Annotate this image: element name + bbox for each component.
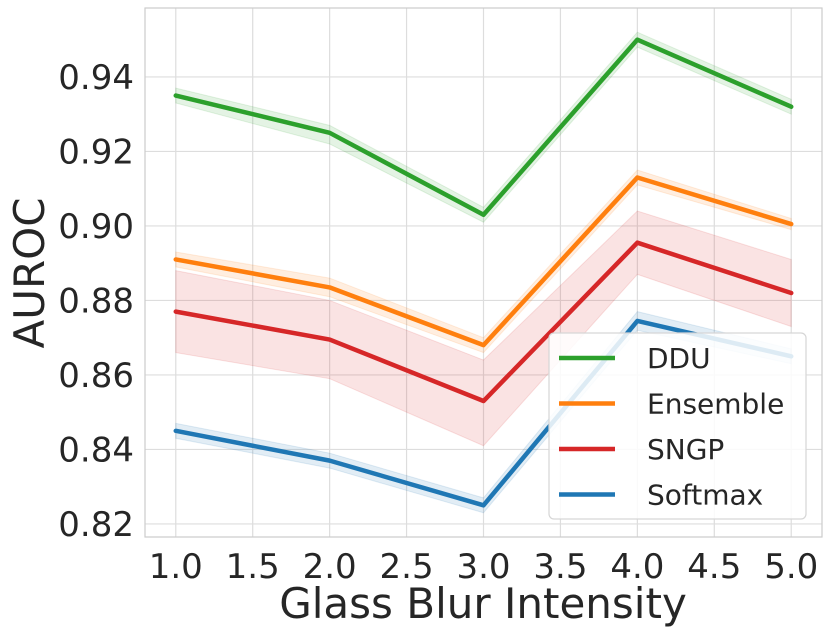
y-tick-label: 0.92 — [58, 132, 134, 172]
ensemble-band — [175, 169, 792, 354]
y-tick-label: 0.82 — [58, 505, 134, 545]
y-tick-label: 0.84 — [58, 430, 134, 470]
ensemble-line — [173, 175, 794, 348]
y-tick-label: 0.90 — [58, 207, 134, 247]
x-tick-label: 2.0 — [303, 547, 357, 587]
sngp-legend-label: SNGP — [647, 433, 724, 466]
x-tick-label: 3.0 — [456, 547, 510, 587]
plot-frame — [144, 7, 823, 538]
x-tick-label: 4.5 — [687, 547, 741, 587]
y-tick-label: 0.86 — [58, 356, 134, 396]
x-tick-label: 3.5 — [533, 547, 587, 587]
grid — [145, 8, 822, 537]
legend: DDU Ensemble SNGP Softmax — [548, 332, 807, 520]
sngp-band — [175, 210, 792, 447]
x-tick-label: 1.0 — [149, 547, 203, 587]
sngp-line — [173, 240, 794, 404]
x-tick-labels: 1.0 1.5 2.0 2.5 3.0 3.5 4.0 4.5 5.0 — [149, 547, 819, 587]
x-tick-label: 1.5 — [226, 547, 280, 587]
y-tick-label: 0.94 — [58, 58, 134, 98]
x-tick-label: 4.0 — [610, 547, 664, 587]
softmax-legend-label: Softmax — [647, 479, 763, 512]
legend-box — [548, 332, 807, 520]
ensemble-legend-label: Ensemble — [647, 388, 784, 421]
x-tick-label: 2.5 — [380, 547, 434, 587]
y-axis-label: AUROC — [5, 197, 54, 348]
y-tick-labels: 0.82 0.84 0.86 0.88 0.90 0.92 0.94 — [58, 58, 134, 545]
x-axis-label: Glass Blur Intensity — [279, 579, 687, 628]
y-tick-label: 0.88 — [58, 281, 134, 321]
ddu-legend-label: DDU — [647, 342, 711, 375]
ddu-line — [173, 37, 794, 218]
x-tick-label: 5.0 — [764, 547, 818, 587]
